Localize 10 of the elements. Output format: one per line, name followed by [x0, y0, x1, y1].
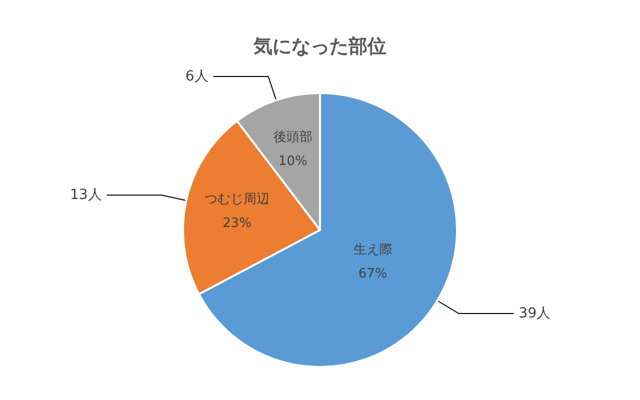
data-label: 13人 — [70, 187, 102, 204]
slice-label: 生え際 — [353, 242, 392, 258]
text: 67% — [358, 266, 388, 282]
data-label: 39人 — [518, 306, 551, 322]
slice-label: 後頭部 — [273, 130, 312, 146]
data-label: 6人 — [185, 68, 208, 84]
slice-label: つむじ周辺 — [204, 192, 270, 208]
text: 10% — [278, 154, 308, 170]
text: 23% — [222, 216, 252, 232]
chart-title: 気になった部位 — [252, 36, 386, 58]
